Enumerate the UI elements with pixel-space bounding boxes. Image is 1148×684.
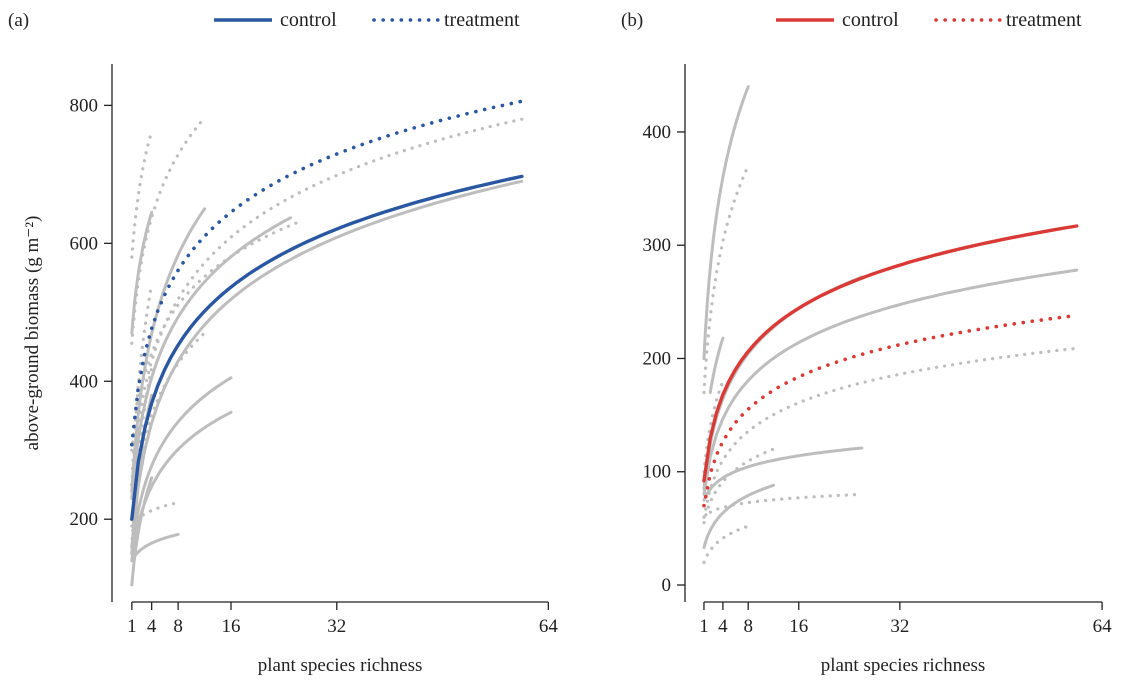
panel-b: (b) 0 100 200 300 400 1 4 8 16 32 64 plant species r… (621, 9, 1112, 676)
study-control-curve (130, 410, 233, 563)
x-tick-label: 4 (718, 616, 728, 637)
series-control-line (702, 224, 1079, 483)
study-control-curve (130, 210, 154, 335)
study-control-curve (130, 532, 180, 563)
study-control-curve (130, 207, 207, 494)
study-treatment-curve (130, 130, 154, 259)
study-treatment-curve (702, 447, 776, 525)
x-tick-label: 16 (789, 616, 808, 637)
x-tick-label: 64 (539, 616, 559, 637)
panel-label: (a) (8, 10, 29, 31)
y-tick-label: 400 (70, 371, 99, 392)
x-tick-label: 8 (743, 616, 753, 637)
x-tick-label: 1 (699, 616, 709, 637)
study-control-curve (702, 85, 750, 360)
legend: control treatment (776, 9, 1082, 31)
legend-treatment-label: treatment (1006, 9, 1082, 31)
x-tick-label: 1 (127, 616, 137, 637)
x-tick-label: 16 (222, 616, 241, 637)
series-treatment-line (702, 313, 1079, 508)
study-treatment-curve (130, 331, 207, 521)
legend-control-label: control (280, 9, 337, 31)
y-axis-title: above-ground biomass (g m⁻²) (22, 216, 43, 451)
study-treatment-curve (702, 346, 1079, 519)
y-tick-label: 100 (643, 462, 672, 483)
x-tick-label: 8 (173, 616, 183, 637)
study-treatment-curve (702, 524, 750, 564)
study-control-curve (130, 376, 233, 556)
study-control-curve (702, 446, 864, 502)
panel-label: (b) (621, 10, 643, 31)
y-tick-label: 400 (643, 122, 672, 143)
study-treatment-curve (130, 116, 207, 345)
x-tick-label: 64 (1093, 616, 1113, 637)
x-axis-title: plant species richness (821, 655, 986, 676)
y-tick-label: 200 (70, 509, 99, 530)
y-tick-label: 0 (662, 575, 672, 596)
y-tick-label: 200 (643, 348, 672, 369)
study-control-curve (702, 268, 1079, 496)
series-treatment-line (130, 99, 524, 447)
study-control-curve (708, 336, 725, 394)
legend: control treatment (214, 9, 520, 31)
y-tick-label: 800 (70, 95, 99, 116)
study-treatment-curve (130, 221, 299, 452)
panel-a: (a) 200 400 600 800 1 4 8 16 32 64 plant species ri… (8, 9, 558, 676)
legend-treatment-label: treatment (444, 9, 520, 31)
x-tick-label: 32 (327, 616, 346, 637)
study-control-curve (130, 179, 524, 549)
study-treatment-curve (130, 365, 154, 549)
x-tick-label: 4 (147, 616, 157, 637)
study-control-curve (702, 483, 775, 550)
study-treatment-curve (702, 492, 864, 519)
study-treatment-curve (130, 117, 524, 487)
x-tick-label: 32 (890, 616, 909, 637)
y-tick-label: 300 (643, 235, 672, 256)
legend-control-label: control (842, 9, 899, 31)
study-control-curve (130, 216, 292, 500)
series-control-line (130, 174, 524, 521)
x-axis-title: plant species richness (258, 655, 423, 676)
y-tick-label: 600 (70, 233, 99, 254)
